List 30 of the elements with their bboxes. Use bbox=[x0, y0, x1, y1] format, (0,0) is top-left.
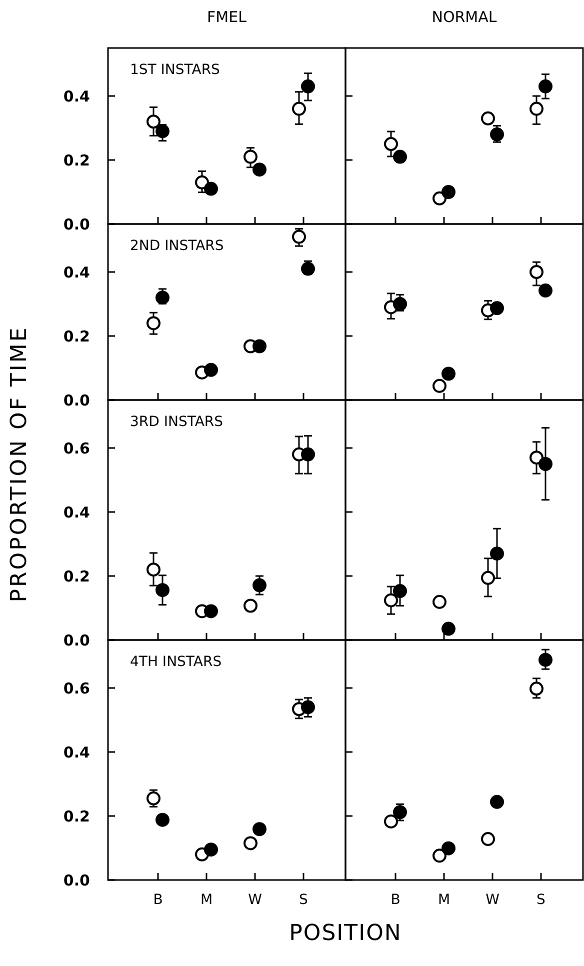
y-tick-label: 0.0 bbox=[63, 871, 90, 890]
y-tick-label: 0.4 bbox=[63, 263, 90, 282]
annotation: 1ST INSTARS bbox=[130, 62, 220, 78]
x-axis-title: POSITION bbox=[289, 921, 402, 946]
x-tick-label: S bbox=[536, 892, 546, 908]
y-tick-label: 0.2 bbox=[63, 151, 90, 170]
y-tick-label: 0.0 bbox=[63, 391, 90, 410]
y-tick-label: 0.0 bbox=[63, 215, 90, 234]
y-tick-label: 0.6 bbox=[63, 439, 90, 458]
annotation: 4TH INSTARS bbox=[130, 654, 222, 670]
y-tick-label: 0.2 bbox=[63, 327, 90, 346]
x-tick-label: M bbox=[438, 892, 450, 908]
y-tick-label: 0.4 bbox=[63, 503, 90, 522]
x-tick-label: M bbox=[200, 892, 213, 908]
annotation: 3RD INSTARS bbox=[130, 414, 224, 430]
y-tick-label: 0.2 bbox=[63, 807, 90, 826]
chart-title: NORMAL bbox=[432, 8, 498, 26]
x-tick-label: W bbox=[486, 892, 500, 908]
y-tick-label: 0.4 bbox=[63, 743, 90, 762]
y-tick-label: 0.6 bbox=[63, 679, 90, 698]
y-tick-label: 0.2 bbox=[63, 567, 90, 586]
x-tick-label: W bbox=[248, 892, 262, 908]
x-tick-label: S bbox=[299, 892, 308, 908]
x-tick-label: B bbox=[153, 892, 163, 908]
y-tick-label: 0.0 bbox=[63, 631, 90, 650]
annotation: 2ND INSTARS bbox=[130, 238, 224, 254]
x-tick-label: B bbox=[390, 892, 400, 908]
y-axis-title: PROPORTION OF TIME bbox=[7, 326, 32, 602]
chart-title: FMEL bbox=[207, 8, 248, 26]
y-tick-label: 0.4 bbox=[63, 87, 90, 106]
